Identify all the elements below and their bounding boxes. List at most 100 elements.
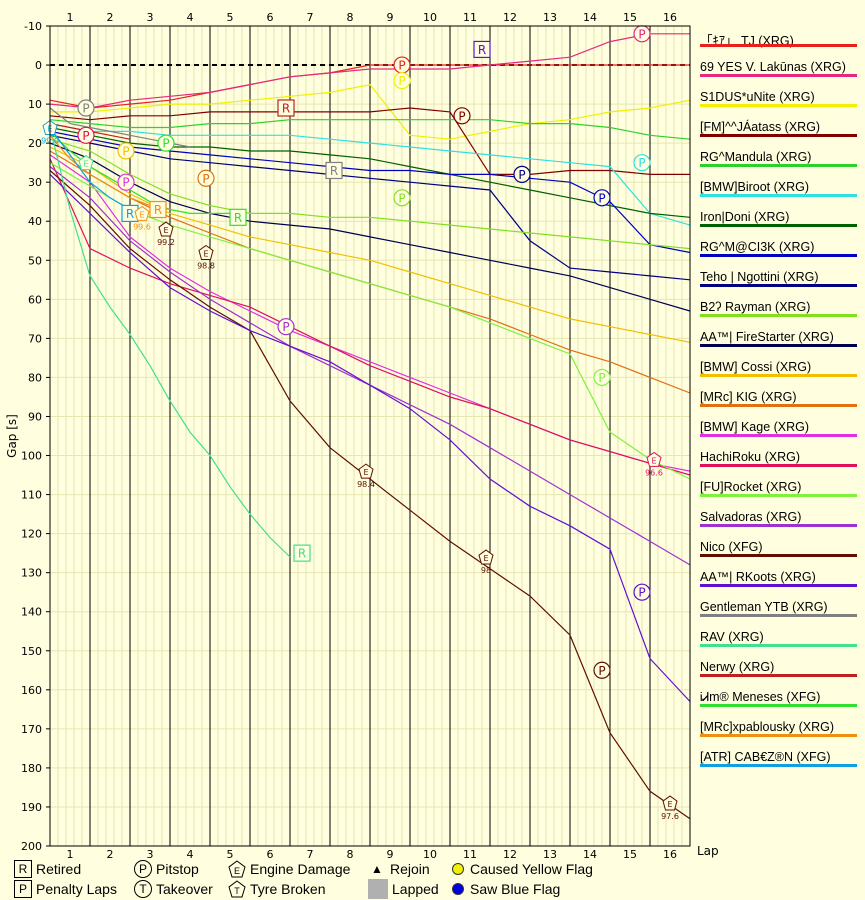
- legend-label: Teho | Ngottini (XRG): [700, 270, 819, 284]
- event-marker-12: P: [594, 190, 610, 206]
- x-tick-label-top: 10: [423, 11, 437, 24]
- key-label: Caused Yellow Flag: [470, 861, 593, 877]
- marker-letter: R: [330, 164, 338, 178]
- x-tick-label-top: 4: [187, 11, 194, 24]
- y-tick-label: 80: [28, 371, 42, 384]
- triangle-icon: ▲: [368, 860, 386, 878]
- legend-label: Salvadoras (XRG): [700, 510, 801, 524]
- key-yellow-flag: Caused Yellow Flag: [448, 859, 593, 879]
- legend-swatch: [700, 134, 857, 137]
- key-retired: R Retired: [14, 859, 81, 879]
- y-tick-label: 120: [21, 528, 42, 541]
- x-tick-label-top: 16: [663, 11, 677, 24]
- event-marker-14: P: [594, 369, 610, 385]
- legend-label: [BMW]Biroot (XRG): [700, 180, 809, 194]
- legend-swatch: [700, 584, 857, 587]
- legend-label: RG^Mandula (XRG): [700, 150, 811, 164]
- key-tyre-broken: T Tyre Broken: [228, 879, 325, 899]
- event-marker-21: P: [118, 143, 134, 159]
- x-axis-label: Lap: [697, 844, 719, 858]
- marker-letter: P: [162, 137, 169, 151]
- legend-label: B2ʔ Rayman (XRG): [700, 300, 810, 314]
- key-label: Lapped: [392, 881, 439, 897]
- marker-letter: P: [398, 74, 405, 88]
- event-marker-15: P: [394, 190, 410, 206]
- x-tick-label-top: 1: [67, 11, 74, 24]
- marker-letter: P: [122, 144, 129, 158]
- legend-swatch: [700, 194, 857, 197]
- legend-label: AA™| RKoots (XRG): [700, 570, 816, 584]
- event-marker-19: P: [118, 174, 134, 190]
- legend: 「ｷｱ」 TJ (XRG) 69 YES V. Lakūnas (XRG) S1DU…: [700, 27, 858, 777]
- legend-swatch: [700, 434, 857, 437]
- legend-swatch: [700, 44, 857, 47]
- marker-letter: P: [458, 109, 465, 123]
- event-marker-9: P: [394, 73, 410, 89]
- gray-box-icon: [368, 879, 388, 899]
- marker-letter: P: [518, 168, 525, 182]
- legend-swatch: [700, 344, 857, 347]
- marker-letter: P: [638, 27, 645, 41]
- event-marker-0: R: [294, 545, 310, 561]
- y-tick-label: 90: [28, 410, 42, 423]
- y-tick-label: 20: [28, 137, 42, 150]
- marker-value: 98.8: [197, 261, 215, 270]
- legend-item: RG^Mandula (XRG): [700, 147, 858, 177]
- legend-label: AA™| FireStarter (XRG): [700, 330, 834, 344]
- event-marker-23: P: [78, 127, 94, 143]
- y-tick-label: 30: [28, 176, 42, 189]
- legend-item: AA™| FireStarter (XRG): [700, 327, 858, 357]
- legend-swatch: [700, 254, 857, 257]
- x-tick-label-top: 7: [307, 11, 314, 24]
- marker-letter: E: [203, 249, 208, 258]
- pentagon-icon: E: [228, 860, 246, 878]
- y-tick-label: 160: [21, 684, 42, 697]
- legend-label: [FU]Rocket (XRG): [700, 480, 801, 494]
- legend-label: Gentleman YTB (XRG): [700, 600, 828, 614]
- x-tick-label-top: 9: [387, 11, 394, 24]
- legend-item: [ATR] CAB€Z®N (XFG): [700, 747, 858, 777]
- legend-item: Salvadoras (XRG): [700, 507, 858, 537]
- legend-label: Nerwy (XRG): [700, 660, 774, 674]
- legend-item: B2ʔ Rayman (XRG): [700, 297, 858, 327]
- legend-item: [BMW] Cossi (XRG): [700, 357, 858, 387]
- marker-letter: P: [202, 172, 209, 186]
- key-pitstop: P Pitstop: [134, 859, 199, 879]
- event-marker-31: E98: [479, 550, 493, 575]
- legend-item: RG^M@CI3K (XRG): [700, 237, 858, 267]
- y-tick-label: 170: [21, 723, 42, 736]
- x-tick-label-top: 5: [227, 11, 234, 24]
- legend-item: [MRc]xpablousky (XRG): [700, 717, 858, 747]
- legend-item: [FU]Rocket (XRG): [700, 477, 858, 507]
- legend-item: 69 YES V. Lakūnas (XRG): [700, 57, 858, 87]
- legend-label: RG^M@CI3K (XRG): [700, 240, 814, 254]
- blue-dot-icon: [452, 883, 464, 895]
- event-marker-10: P: [454, 108, 470, 124]
- event-marker-24: P: [158, 135, 174, 151]
- legend-swatch: [700, 734, 857, 737]
- marker-value: 97.6: [661, 812, 679, 821]
- key-label: Tyre Broken: [250, 881, 325, 897]
- legend-item: [BMW] Kage (XRG): [700, 417, 858, 447]
- event-marker-11: P: [634, 155, 650, 171]
- legend-item: [FM]^^JÁatass (XRG): [700, 117, 858, 147]
- x-tick-label-top: 15: [623, 11, 637, 24]
- legend-swatch: [700, 104, 857, 107]
- svg-text:E: E: [234, 866, 240, 876]
- legend-item: HachiRoku (XRG): [700, 447, 858, 477]
- legend-swatch: [700, 374, 857, 377]
- key-lapped: Lapped: [368, 879, 439, 899]
- x-tick-label-top: 14: [583, 11, 597, 24]
- marker-letter: P: [82, 129, 89, 143]
- legend-label: RAV (XRG): [700, 630, 764, 644]
- key-engine-damage: E Engine Damage: [228, 859, 350, 879]
- y-tick-label: 110: [21, 489, 42, 502]
- event-marker-13: P: [514, 166, 530, 182]
- x-tick-label-top: 2: [107, 11, 114, 24]
- marker-letter: P: [82, 102, 89, 116]
- key-blue-flag: Saw Blue Flag: [448, 879, 560, 899]
- event-marker-17: P: [634, 584, 650, 600]
- svg-text:T: T: [234, 886, 240, 896]
- retired-icon: R: [14, 860, 32, 878]
- event-marker-5: R: [150, 202, 166, 218]
